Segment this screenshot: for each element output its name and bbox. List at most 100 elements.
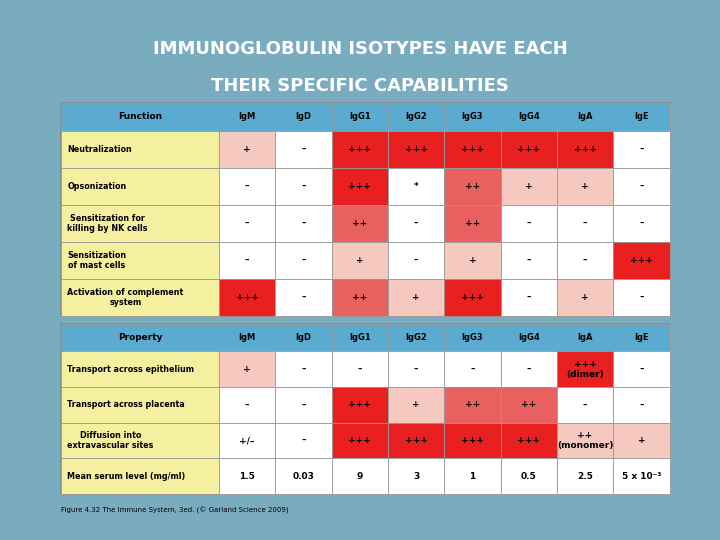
Bar — [332, 458, 388, 494]
Text: –: – — [526, 256, 531, 265]
Bar — [444, 387, 500, 423]
Text: –: – — [526, 364, 531, 374]
Bar — [613, 352, 670, 387]
Bar — [444, 205, 500, 242]
Bar — [613, 423, 670, 458]
Text: +: + — [413, 401, 420, 409]
Text: Figure 4.32 The Immune System, 3ed. (© Garland Science 2009): Figure 4.32 The Immune System, 3ed. (© G… — [61, 507, 289, 514]
Text: +++: +++ — [405, 145, 428, 154]
Bar — [388, 205, 444, 242]
Bar — [61, 103, 219, 131]
Bar — [61, 352, 219, 387]
Bar — [219, 423, 275, 458]
Text: –: – — [301, 293, 306, 302]
Text: THEIR SPECIFIC CAPABILITIES: THEIR SPECIFIC CAPABILITIES — [211, 77, 509, 96]
Bar — [219, 387, 275, 423]
Bar — [61, 423, 219, 458]
Bar — [557, 352, 613, 387]
Bar — [275, 168, 332, 205]
Bar — [275, 423, 332, 458]
Text: –: – — [301, 364, 306, 374]
Bar — [219, 324, 275, 352]
Bar — [388, 131, 444, 168]
Text: +: + — [581, 182, 589, 191]
Text: +: + — [243, 145, 251, 154]
Text: 5 x 10⁻³: 5 x 10⁻³ — [622, 472, 661, 481]
Text: +: + — [413, 293, 420, 302]
Text: *: * — [414, 182, 418, 191]
Text: 0.5: 0.5 — [521, 472, 536, 481]
Bar — [444, 242, 500, 279]
Bar — [275, 387, 332, 423]
Text: –: – — [358, 364, 362, 374]
Text: –: – — [414, 256, 418, 265]
Bar — [219, 458, 275, 494]
Bar — [219, 352, 275, 387]
Text: +++: +++ — [461, 145, 484, 154]
Text: IgG4: IgG4 — [518, 333, 540, 342]
Text: –: – — [583, 219, 588, 228]
Text: Transport across placenta: Transport across placenta — [67, 401, 185, 409]
Bar — [500, 103, 557, 131]
Text: IgG1: IgG1 — [349, 112, 371, 122]
Text: –: – — [301, 256, 306, 265]
Text: +++
(dimer): +++ (dimer) — [566, 360, 604, 379]
Text: –: – — [301, 145, 306, 154]
Text: IgE: IgE — [634, 112, 649, 122]
Bar — [613, 168, 670, 205]
Bar — [275, 352, 332, 387]
Bar — [613, 103, 670, 131]
Text: +: + — [356, 256, 364, 265]
Text: Transport across epithelium: Transport across epithelium — [67, 364, 194, 374]
Text: Sensitization
of mast cells: Sensitization of mast cells — [67, 251, 127, 270]
Text: ++: ++ — [465, 219, 480, 228]
Text: –: – — [639, 182, 644, 191]
Bar — [275, 458, 332, 494]
Text: –: – — [639, 401, 644, 409]
Text: –: – — [245, 401, 249, 409]
Text: –: – — [583, 256, 588, 265]
Text: Diffusion into
extravascular sites: Diffusion into extravascular sites — [67, 431, 153, 450]
Bar — [444, 352, 500, 387]
Text: –: – — [414, 364, 418, 374]
Text: IgG1: IgG1 — [349, 333, 371, 342]
Text: –: – — [470, 364, 474, 374]
Bar — [557, 458, 613, 494]
Bar — [613, 242, 670, 279]
Bar — [332, 131, 388, 168]
Text: –: – — [639, 145, 644, 154]
Bar — [500, 324, 557, 352]
Text: +++: +++ — [461, 436, 484, 445]
Text: +++: +++ — [235, 293, 258, 302]
Bar — [613, 131, 670, 168]
Bar — [219, 279, 275, 316]
Bar — [275, 131, 332, 168]
Bar — [219, 205, 275, 242]
Bar — [332, 423, 388, 458]
Bar — [613, 205, 670, 242]
Text: IgD: IgD — [295, 112, 312, 122]
Bar — [500, 458, 557, 494]
Bar — [332, 279, 388, 316]
Bar — [500, 205, 557, 242]
Bar — [557, 103, 613, 131]
Text: 2.5: 2.5 — [577, 472, 593, 481]
Bar — [219, 103, 275, 131]
Bar — [275, 205, 332, 242]
Text: Function: Function — [118, 112, 162, 122]
Text: +++: +++ — [518, 436, 540, 445]
Text: –: – — [639, 364, 644, 374]
Bar — [275, 279, 332, 316]
Text: +++: +++ — [348, 436, 372, 445]
Bar — [332, 205, 388, 242]
Text: –: – — [245, 219, 249, 228]
Text: –: – — [526, 219, 531, 228]
Bar — [388, 279, 444, 316]
Text: +: + — [525, 182, 533, 191]
Text: –: – — [414, 219, 418, 228]
Bar — [557, 242, 613, 279]
Text: IgG4: IgG4 — [518, 112, 540, 122]
Bar — [219, 131, 275, 168]
Text: ++
(monomer): ++ (monomer) — [557, 431, 613, 450]
Bar — [444, 103, 500, 131]
